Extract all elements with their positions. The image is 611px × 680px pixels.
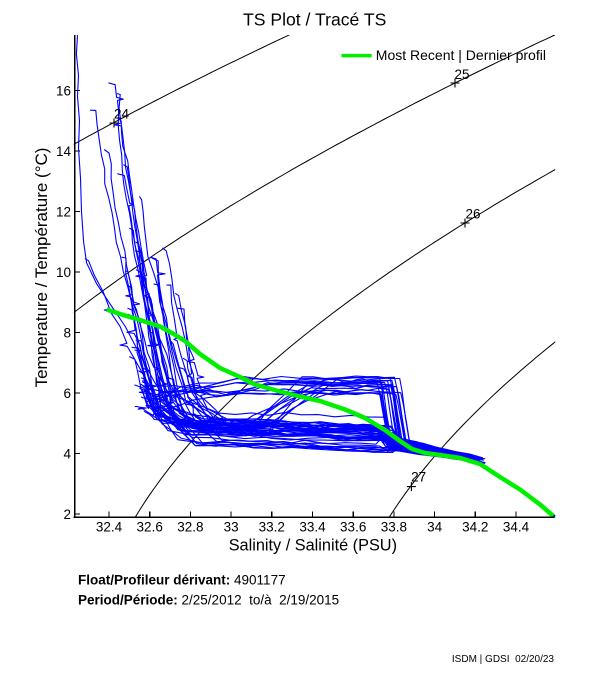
svg-text:34.4: 34.4	[503, 520, 530, 535]
svg-text:32.6: 32.6	[137, 520, 163, 535]
svg-text:34.2: 34.2	[462, 520, 488, 535]
svg-text:32.4: 32.4	[96, 520, 123, 535]
svg-text:2: 2	[63, 507, 71, 522]
svg-text:33: 33	[224, 520, 239, 535]
svg-text:4: 4	[63, 446, 71, 461]
svg-text:24: 24	[114, 107, 130, 122]
svg-text:12: 12	[56, 204, 71, 219]
svg-text:Period/Période: 2/25/2012 to/: Period/Période: 2/25/2012 to/à 2/19/2015	[78, 593, 339, 608]
svg-text:33.2: 33.2	[259, 520, 285, 535]
svg-text:34: 34	[427, 520, 443, 535]
svg-text:ISDM | GDSI 02/20/23: ISDM | GDSI 02/20/23	[452, 654, 555, 665]
svg-text:33.8: 33.8	[381, 520, 407, 535]
svg-text:Most Recent | Dernier profil: Most Recent | Dernier profil	[376, 47, 546, 63]
svg-text:27: 27	[411, 469, 426, 484]
svg-text:16: 16	[56, 83, 71, 98]
svg-text:6: 6	[63, 386, 71, 401]
svg-text:26: 26	[465, 207, 480, 222]
svg-text:Temperature / Température (°C): Temperature / Température (°C)	[32, 148, 51, 388]
svg-text:Salinity / Salinité (PSU): Salinity / Salinité (PSU)	[229, 536, 397, 554]
svg-text:8: 8	[63, 325, 71, 340]
svg-text:Float/Profileur dérivant: 4901: Float/Profileur dérivant: 4901177	[78, 573, 286, 588]
svg-text:32.8: 32.8	[177, 520, 203, 535]
svg-text:TS Plot / Tracé TS: TS Plot / Tracé TS	[243, 10, 386, 30]
svg-text:33.4: 33.4	[299, 520, 326, 535]
svg-text:10: 10	[56, 265, 71, 280]
svg-text:33.6: 33.6	[340, 520, 366, 535]
svg-text:14: 14	[56, 144, 72, 159]
svg-text:25: 25	[454, 67, 469, 82]
